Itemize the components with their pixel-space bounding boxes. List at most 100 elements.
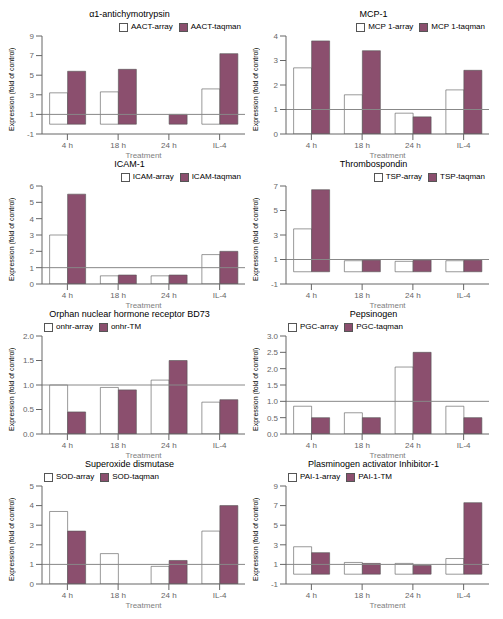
svg-text:IL-4: IL-4 <box>213 441 227 450</box>
html-text:α1-antichymotrypsin: α1-antichymotrypsin <box>89 9 170 19</box>
svg-text:-1: -1 <box>27 130 35 139</box>
svg-text:1: 1 <box>30 110 35 119</box>
svg-text:1: 1 <box>30 560 35 569</box>
svg-text:Treatment: Treatment <box>369 151 406 158</box>
html-text:Pepsinogen: Pepsinogen <box>349 309 398 319</box>
svg-text:Treatment: Treatment <box>369 301 406 308</box>
svg-text:5: 5 <box>30 482 35 491</box>
svg-text:2.0: 2.0 <box>23 332 35 341</box>
html-text:ICAM-1: ICAM-1 <box>114 159 145 169</box>
svg-text:3: 3 <box>30 231 35 240</box>
svg-text:IL-4: IL-4 <box>457 141 471 150</box>
svg-text:1.5: 1.5 <box>23 356 35 365</box>
svg-text:18 h: 18 h <box>110 441 126 450</box>
svg-text:Treatment: Treatment <box>125 151 162 158</box>
svg-text:Treatment: Treatment <box>125 301 162 308</box>
svg-text:2: 2 <box>30 541 35 550</box>
svg-text:1: 1 <box>274 560 279 569</box>
svg-text:18 h: 18 h <box>354 141 370 150</box>
svg-text:-1: -1 <box>271 580 279 589</box>
svg-text:IL-4: IL-4 <box>213 291 227 300</box>
svg-text:IL-4: IL-4 <box>457 591 471 600</box>
svg-text:4 h: 4 h <box>306 141 317 150</box>
svg-text:5: 5 <box>274 521 279 530</box>
svg-text:24 h: 24 h <box>161 441 177 450</box>
svg-text:6: 6 <box>30 182 35 191</box>
html-text:Superoxide dismutase: Superoxide dismutase <box>85 459 174 469</box>
svg-text:4: 4 <box>274 32 279 41</box>
svg-text:4 h: 4 h <box>62 441 73 450</box>
svg-text:Treatment: Treatment <box>125 451 162 458</box>
svg-text:24 h: 24 h <box>405 141 421 150</box>
svg-text:7: 7 <box>30 51 35 60</box>
svg-text:4: 4 <box>30 501 35 510</box>
svg-text:4 h: 4 h <box>62 291 73 300</box>
html-text:MCP 1-array: MCP 1-array <box>368 22 414 31</box>
svg-text:18 h: 18 h <box>110 591 126 600</box>
html-text:MCP-1: MCP-1 <box>359 9 388 19</box>
svg-text:4 h: 4 h <box>62 141 73 150</box>
svg-text:-1: -1 <box>271 280 279 289</box>
html-text:AACT-taqman: AACT-taqman <box>190 22 241 31</box>
svg-text:3: 3 <box>30 91 35 100</box>
svg-text:3: 3 <box>274 231 279 240</box>
svg-text:24 h: 24 h <box>405 291 421 300</box>
svg-text:4 h: 4 h <box>306 441 317 450</box>
svg-text:1.0: 1.0 <box>23 381 35 390</box>
html-text:ICAM-array: ICAM-array <box>132 172 174 181</box>
svg-text:1: 1 <box>274 105 279 114</box>
svg-text:0: 0 <box>30 580 35 589</box>
svg-text:18 h: 18 h <box>354 441 370 450</box>
svg-text:7: 7 <box>274 182 279 191</box>
svg-text:3: 3 <box>274 56 279 65</box>
svg-text:3: 3 <box>274 541 279 550</box>
svg-text:18 h: 18 h <box>354 591 370 600</box>
svg-text:5: 5 <box>274 206 279 215</box>
svg-text:9: 9 <box>274 482 279 491</box>
html-text:AACT-array: AACT-array <box>131 22 173 31</box>
svg-text:7: 7 <box>274 501 279 510</box>
html-text:Orphan nuclear hormone recepto: Orphan nuclear hormone receptor BD73 <box>49 309 210 319</box>
svg-text:18 h: 18 h <box>354 291 370 300</box>
svg-text:5: 5 <box>30 71 35 80</box>
svg-text:IL-4: IL-4 <box>457 291 471 300</box>
svg-text:9: 9 <box>30 32 35 41</box>
svg-text:3: 3 <box>30 521 35 530</box>
svg-text:1: 1 <box>274 255 279 264</box>
svg-text:24 h: 24 h <box>161 141 177 150</box>
svg-text:2: 2 <box>274 81 279 90</box>
html-text:Thrombospondin: Thrombospondin <box>339 159 408 169</box>
svg-text:Treatment: Treatment <box>369 451 406 458</box>
svg-text:2.0: 2.0 <box>267 365 279 374</box>
svg-text:4: 4 <box>30 215 35 224</box>
svg-text:1: 1 <box>30 264 35 273</box>
svg-text:18 h: 18 h <box>110 141 126 150</box>
svg-text:0.0: 0.0 <box>23 430 35 439</box>
svg-text:0: 0 <box>30 280 35 289</box>
svg-text:Treatment: Treatment <box>369 601 406 608</box>
svg-text:1.0: 1.0 <box>267 397 279 406</box>
svg-text:24 h: 24 h <box>161 291 177 300</box>
svg-text:24 h: 24 h <box>405 591 421 600</box>
svg-text:0.5: 0.5 <box>23 405 35 414</box>
svg-text:3.0: 3.0 <box>267 332 279 341</box>
svg-text:IL-4: IL-4 <box>213 591 227 600</box>
svg-text:4 h: 4 h <box>306 291 317 300</box>
svg-text:4 h: 4 h <box>62 591 73 600</box>
svg-text:24 h: 24 h <box>405 441 421 450</box>
svg-text:0.5: 0.5 <box>267 414 279 423</box>
svg-text:5: 5 <box>30 198 35 207</box>
html-text:Plasminogen activator Inhibito: Plasminogen activator Inhibitor-1 <box>308 459 439 469</box>
html-text:MCP 1-taqman: MCP 1-taqman <box>431 22 485 31</box>
svg-text:2.5: 2.5 <box>267 348 279 357</box>
svg-text:0.0: 0.0 <box>267 430 279 439</box>
svg-text:IL-4: IL-4 <box>213 141 227 150</box>
svg-text:Treatment: Treatment <box>125 601 162 608</box>
svg-text:4 h: 4 h <box>306 591 317 600</box>
svg-text:IL-4: IL-4 <box>457 441 471 450</box>
svg-text:1.5: 1.5 <box>267 381 279 390</box>
svg-text:0: 0 <box>274 130 279 139</box>
svg-text:18 h: 18 h <box>110 291 126 300</box>
svg-text:24 h: 24 h <box>161 591 177 600</box>
svg-text:2: 2 <box>30 247 35 256</box>
